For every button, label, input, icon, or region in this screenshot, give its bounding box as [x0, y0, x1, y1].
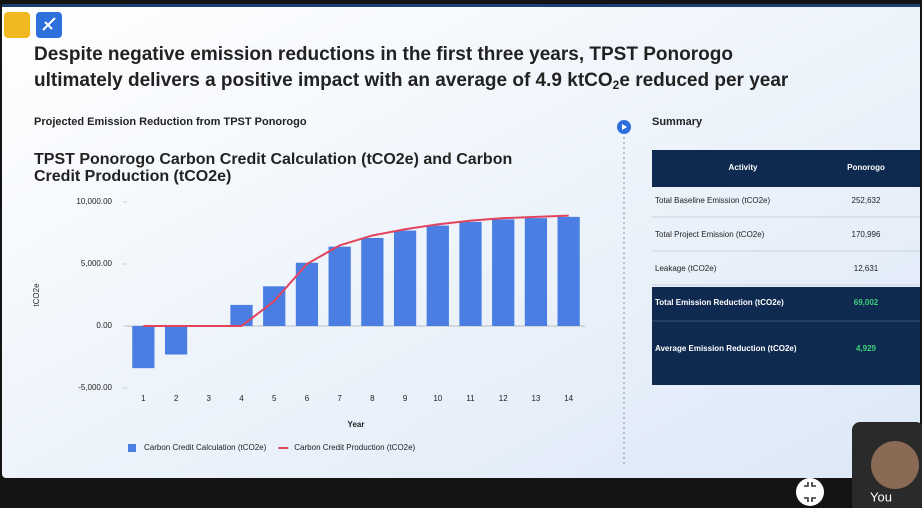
- page: Despite negative emission reductions in …: [0, 0, 922, 508]
- row-value: 4,929: [856, 344, 877, 353]
- chart-title: TPST Ponorogo Carbon Credit Calculation …: [34, 151, 512, 168]
- header-cell: Activity: [729, 163, 758, 172]
- row-value: 170,996: [852, 230, 881, 239]
- row-label: Leakage (tCO2e): [655, 264, 717, 273]
- self-view-label: You: [870, 489, 892, 504]
- headline-line: e reduced per year: [619, 70, 789, 91]
- legend-label: Carbon Credit Calculation (tCO2e): [144, 443, 267, 452]
- x-tick-label: 3: [207, 394, 212, 403]
- row-label: Total Baseline Emission (tCO2e): [655, 196, 770, 205]
- y-tick-label: 5,000.00: [81, 259, 113, 268]
- header-cell: Ponorogo: [847, 163, 885, 172]
- row-value: 12,631: [854, 264, 879, 273]
- x-tick-label: 10: [433, 394, 442, 403]
- bar: [558, 217, 580, 326]
- legend-swatch: [128, 444, 136, 452]
- headline: ultimately delivers a positive impact wi…: [34, 70, 789, 92]
- y-tick-label: 10,000.00: [76, 197, 112, 206]
- x-tick-label: 11: [466, 394, 475, 403]
- section-title: Projected Emission Reduction from TPST P…: [34, 116, 307, 128]
- summary-title: Summary: [652, 116, 703, 128]
- bar: [132, 326, 154, 368]
- x-tick-label: 9: [403, 394, 408, 403]
- avatar: [871, 441, 919, 489]
- headline: Despite negative emission reductions in …: [34, 44, 733, 65]
- bar: [459, 222, 481, 326]
- row-value: 252,632: [852, 196, 881, 205]
- x-tick-label: 8: [370, 394, 375, 403]
- x-tick-label: 7: [337, 394, 342, 403]
- x-tick-label: 2: [174, 394, 179, 403]
- bar: [525, 218, 547, 326]
- screen: Despite negative emission reductions in …: [0, 0, 922, 508]
- row-value: 69,002: [854, 298, 879, 307]
- headline-line: ultimately delivers a positive impact wi…: [34, 70, 613, 91]
- y-axis-label: tCO2e: [32, 283, 41, 307]
- slide-top-border: [2, 4, 920, 7]
- x-tick-label: 1: [141, 394, 146, 403]
- chart-title: Credit Production (tCO2e): [34, 168, 231, 185]
- bar: [165, 326, 187, 355]
- bar: [394, 231, 416, 326]
- x-tick-label: 4: [239, 394, 244, 403]
- row-label: Total Emission Reduction (tCO2e): [655, 298, 784, 307]
- headline-line: Despite negative emission reductions in …: [34, 44, 733, 65]
- bar: [492, 219, 514, 326]
- x-axis-label: Year: [348, 420, 365, 429]
- bar: [230, 305, 252, 326]
- toolbar-icon[interactable]: [4, 12, 30, 38]
- bar: [361, 238, 383, 326]
- row-label: Average Emission Reduction (tCO2e): [655, 344, 797, 353]
- y-tick-label: -5,000.00: [78, 383, 112, 392]
- bar: [329, 247, 351, 326]
- x-tick-label: 14: [564, 394, 573, 403]
- minimize-button[interactable]: [796, 478, 824, 506]
- row-label: Total Project Emission (tCO2e): [655, 230, 765, 239]
- legend-label: Carbon Credit Production (tCO2e): [294, 443, 415, 452]
- y-tick-label: 0.00: [96, 321, 112, 330]
- x-tick-label: 12: [499, 394, 508, 403]
- x-tick-label: 6: [305, 394, 310, 403]
- x-tick-label: 13: [531, 394, 540, 403]
- bar: [427, 226, 449, 326]
- x-tick-label: 5: [272, 394, 277, 403]
